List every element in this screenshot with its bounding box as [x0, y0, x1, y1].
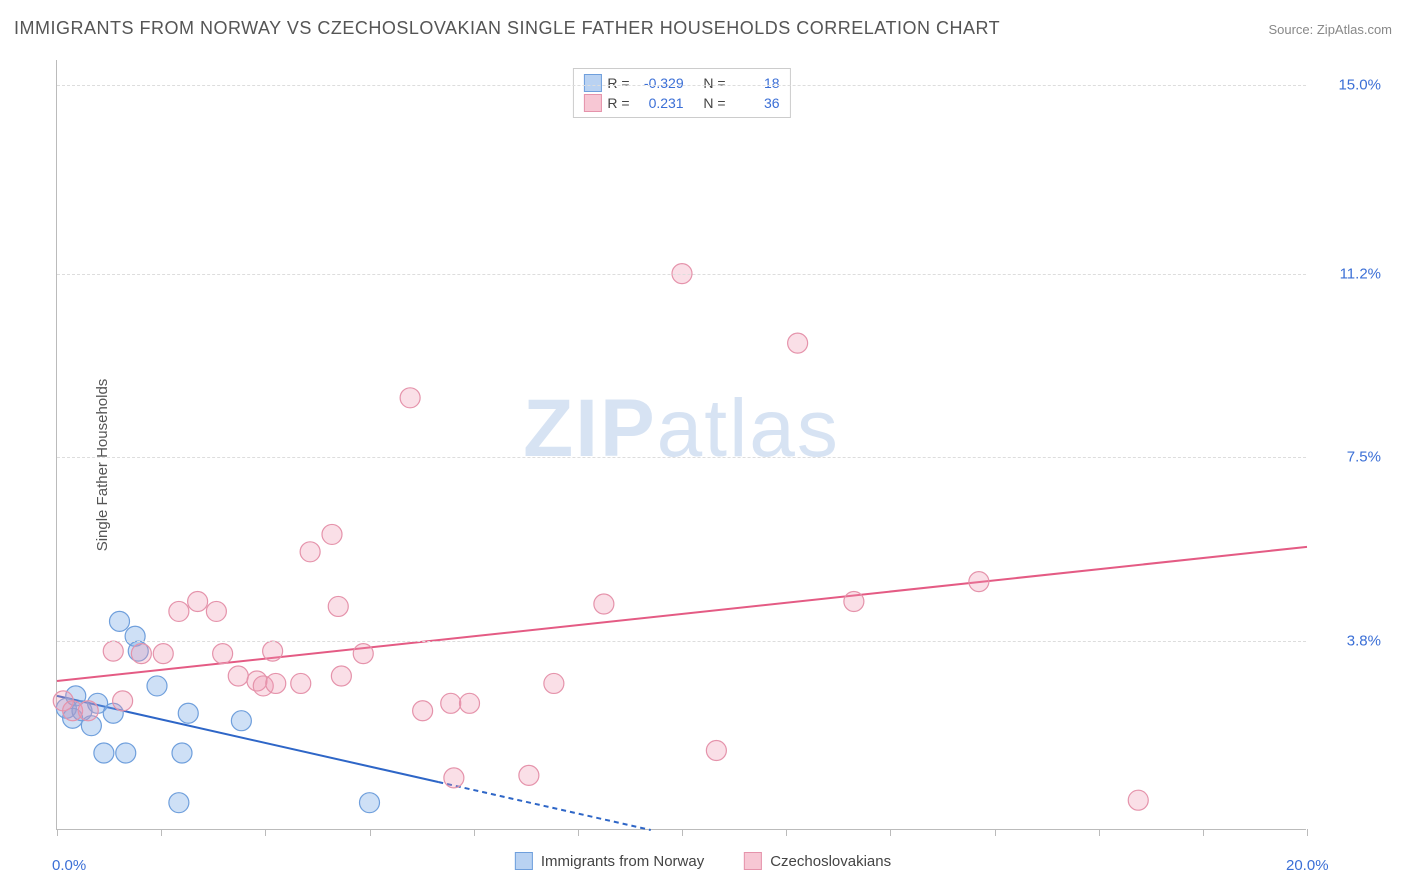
data-point: [110, 611, 130, 631]
legend-row-czech: R = 0.231 N = 36: [583, 93, 779, 113]
legend-label-czech: Czechoslovakians: [770, 853, 891, 870]
series-legend: Immigrants from Norway Czechoslovakians: [515, 852, 891, 870]
x-axis-max-label: 20.0%: [1286, 857, 1329, 874]
data-point: [594, 594, 614, 614]
plot-area: ZIPatlas R = -0.329 N = 18 R = 0.231 N =…: [56, 60, 1306, 830]
data-point: [400, 388, 420, 408]
data-point: [113, 691, 133, 711]
data-point: [844, 591, 864, 611]
r-value-czech: 0.231: [636, 93, 684, 113]
y-tick-label: 3.8%: [1316, 633, 1381, 650]
data-point: [116, 743, 136, 763]
source-label: Source: ZipAtlas.com: [1268, 22, 1392, 37]
data-point: [206, 601, 226, 621]
y-tick-label: 11.2%: [1316, 265, 1381, 282]
chart-container: Single Father Households ZIPatlas R = -0…: [14, 50, 1392, 880]
data-point: [178, 703, 198, 723]
data-point: [169, 793, 189, 813]
data-point: [263, 641, 283, 661]
data-point: [131, 644, 151, 664]
data-point: [228, 666, 248, 686]
legend-item-norway: Immigrants from Norway: [515, 852, 704, 870]
data-point: [706, 741, 726, 761]
legend-item-czech: Czechoslovakians: [744, 852, 891, 870]
y-tick-label: 7.5%: [1316, 449, 1381, 466]
data-point: [103, 641, 123, 661]
swatch-norway: [583, 74, 601, 92]
correlation-legend: R = -0.329 N = 18 R = 0.231 N = 36: [572, 68, 790, 118]
data-point: [231, 711, 251, 731]
data-point: [213, 644, 233, 664]
data-point: [169, 601, 189, 621]
data-point: [188, 591, 208, 611]
n-value-norway: 18: [732, 73, 780, 93]
scatter-points: [57, 60, 1306, 829]
legend-label-norway: Immigrants from Norway: [541, 853, 704, 870]
data-point: [328, 596, 348, 616]
data-point: [322, 524, 342, 544]
data-point: [1128, 790, 1148, 810]
data-point: [172, 743, 192, 763]
data-point: [353, 644, 373, 664]
n-value-czech: 36: [732, 93, 780, 113]
chart-title: IMMIGRANTS FROM NORWAY VS CZECHOSLOVAKIA…: [14, 18, 1000, 39]
data-point: [331, 666, 351, 686]
data-point: [441, 693, 461, 713]
swatch-czech-icon: [744, 852, 762, 870]
data-point: [788, 333, 808, 353]
data-point: [266, 673, 286, 693]
x-axis-min-label: 0.0%: [52, 857, 86, 874]
data-point: [969, 572, 989, 592]
r-value-norway: -0.329: [636, 73, 684, 93]
legend-row-norway: R = -0.329 N = 18: [583, 73, 779, 93]
y-tick-label: 15.0%: [1316, 76, 1381, 93]
data-point: [78, 701, 98, 721]
data-point: [147, 676, 167, 696]
data-point: [519, 765, 539, 785]
data-point: [94, 743, 114, 763]
data-point: [460, 693, 480, 713]
data-point: [360, 793, 380, 813]
swatch-norway-icon: [515, 852, 533, 870]
data-point: [444, 768, 464, 788]
data-point: [153, 644, 173, 664]
data-point: [300, 542, 320, 562]
data-point: [544, 673, 564, 693]
data-point: [291, 673, 311, 693]
swatch-czech: [583, 94, 601, 112]
data-point: [413, 701, 433, 721]
